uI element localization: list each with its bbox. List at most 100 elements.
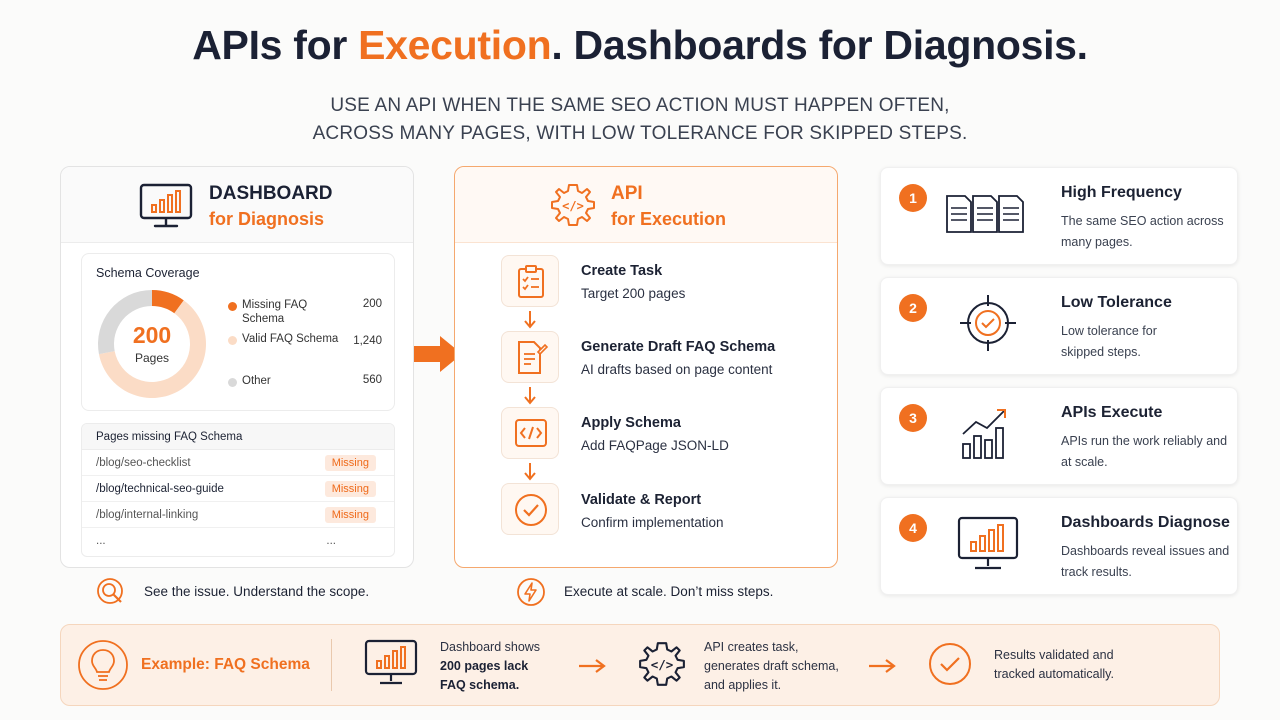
example-step-3-line: tracked automatically. (994, 667, 1114, 681)
monitor-chart-icon (139, 183, 193, 228)
example-step-3-line: Results validated and (994, 648, 1114, 662)
legend-label: Other (242, 375, 271, 387)
arrow-down-icon (524, 387, 536, 405)
title-highlight: Execution (358, 22, 552, 68)
example-step-2-line: and applies it. (704, 678, 782, 692)
title-part-2: . Dashboards for Diagnosis. (551, 22, 1088, 68)
growth-chart-icon (962, 409, 1006, 459)
example-step-1-line: FAQ schema. (440, 678, 520, 692)
table-row[interactable]: /blog/internal-linking Missing (82, 502, 394, 528)
table-row[interactable]: /blog/technical-seo-guide Missing (82, 476, 394, 502)
step-title: Validate & Report (581, 492, 702, 508)
example-step-1: Dashboard shows 200 pages lack FAQ schem… (440, 638, 540, 695)
donut-slice-other (98, 290, 152, 355)
divider (331, 639, 332, 691)
svg-text:</>: </> (562, 199, 584, 213)
gear-code-icon: </> (551, 184, 595, 226)
page-path: /blog/seo-checklist (96, 457, 191, 469)
api-title: API (611, 183, 643, 204)
gear-code-icon: </> (639, 642, 685, 686)
reason-desc: APIs run the work reliably and at scale. (1061, 434, 1228, 469)
monitor-chart-icon (957, 516, 1019, 570)
table-row[interactable]: /blog/seo-checklist Missing (82, 450, 394, 476)
api-caption: Execute at scale. Don’t miss steps. (564, 584, 774, 599)
status-ellipsis: ... (326, 535, 336, 547)
page-subtitle: USE AN API WHEN THE SAME SEO ACTION MUST… (0, 92, 1280, 148)
status-badge: Missing (324, 481, 376, 497)
arrow-right-icon (869, 659, 896, 673)
step-desc: Target 200 pages (581, 286, 686, 301)
check-circle-icon (515, 494, 547, 526)
step-create-task-icon-box (501, 255, 559, 307)
reason-number: 1 (899, 184, 927, 212)
arrow-right-icon (414, 336, 462, 372)
page-path: /blog/internal-linking (96, 509, 199, 521)
reason-card-high-frequency: 1 High Frequency The same SEO action acr… (880, 167, 1238, 265)
api-subtitle: for Execution (611, 209, 727, 229)
step-title: Create Task (581, 263, 663, 279)
schema-coverage-title: Schema Coverage (96, 266, 200, 280)
dashboard-title: DASHBOARD (209, 183, 333, 204)
legend-dot (228, 378, 237, 387)
reason-desc: Dashboards reveal issues and track resul… (1061, 544, 1230, 579)
reason-title: High Frequency (1061, 184, 1182, 201)
status-badge: Missing (324, 507, 376, 523)
example-bar: Example: FAQ Schema Dashboard shows 200 … (60, 624, 1220, 706)
api-panel-header: </> API for Execution (455, 167, 837, 243)
donut-slice-missing (152, 290, 184, 314)
code-icon (515, 419, 547, 447)
reason-card-low-tolerance: 2 Low Tolerance Low tolerance for skippe… (880, 277, 1238, 375)
donut-center-value: 200 (132, 322, 172, 348)
legend-item-valid: Valid FAQ Schema 1,240 (228, 332, 388, 362)
legend-label: Valid FAQ Schema (242, 333, 339, 345)
page-title: APIs for Execution. Dashboards for Diagn… (0, 22, 1280, 69)
dashboard-subtitle: for Diagnosis (209, 209, 325, 229)
example-step-1-line: Dashboard shows (440, 640, 541, 654)
example-label: Example: FAQ Schema (141, 656, 310, 673)
table-row: ... ... (82, 528, 394, 554)
lightbulb-icon (78, 640, 128, 690)
donut-slice-valid (98, 300, 207, 398)
donut-center-label: Pages (134, 351, 170, 365)
missing-pages-header: Pages missing FAQ Schema (82, 424, 394, 450)
arrow-down-icon (524, 311, 536, 329)
legend-item-missing: Missing FAQ Schema 200 (228, 298, 388, 325)
example-step-3: Results validated and tracked automatica… (994, 646, 1114, 684)
step-desc: Confirm implementation (581, 515, 724, 530)
page-path: /blog/technical-seo-guide (96, 483, 224, 495)
step-desc: AI drafts based on page content (581, 362, 773, 377)
missing-pages-table: Pages missing FAQ Schema /blog/seo-check… (81, 423, 395, 557)
step-title: Generate Draft FAQ Schema (581, 339, 776, 355)
api-panel: </> API for Execution Create Task Target… (454, 166, 838, 568)
reason-number: 3 (899, 404, 927, 432)
arrow-down-icon (524, 463, 536, 481)
legend-label: Missing FAQ Schema (242, 299, 308, 325)
magnifier-icon (97, 578, 123, 604)
clipboard-checklist-icon (518, 265, 544, 298)
reason-number: 2 (899, 294, 927, 322)
legend-value: 1,240 (353, 335, 382, 347)
title-part-1: APIs for (192, 22, 359, 68)
check-circle-icon (929, 643, 971, 685)
reason-desc: The same SEO action across many pages. (1061, 214, 1224, 249)
coverage-donut-chart (98, 290, 207, 398)
legend-dot (228, 302, 237, 311)
subtitle-line-2: ACROSS MANY PAGES, WITH LOW TOLERANCE FO… (312, 123, 968, 144)
status-badge: Missing (324, 455, 376, 471)
step-validate-icon-box (501, 483, 559, 535)
legend-item-other: Other 560 (228, 374, 388, 390)
step-desc: Add FAQPage JSON-LD (581, 438, 729, 453)
example-step-1-line: 200 pages lack (440, 659, 529, 673)
document-edit-icon (518, 341, 548, 374)
target-check-icon (960, 295, 1016, 351)
dashboard-caption: See the issue. Understand the scope. (144, 584, 370, 599)
monitor-chart-icon (364, 639, 418, 685)
reason-title: Low Tolerance (1061, 294, 1172, 311)
documents-icon (946, 195, 1024, 233)
reason-card-dashboards-diagnose: 4 Dashboards Diagnose Dashboards reveal … (880, 497, 1238, 595)
reason-card-apis-execute: 3 APIs Execute APIs run the work reliabl… (880, 387, 1238, 485)
example-step-2: API creates task, generates draft schema… (704, 638, 839, 695)
step-apply-icon-box (501, 407, 559, 459)
legend-value: 560 (362, 374, 382, 386)
legend-value: 200 (362, 298, 382, 310)
